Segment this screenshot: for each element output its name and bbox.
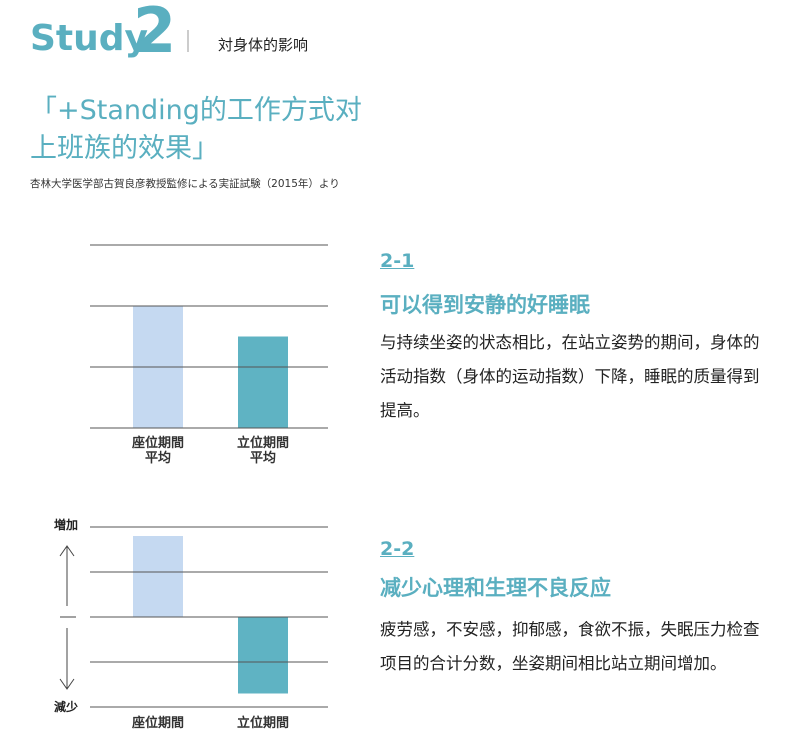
title-line: 上班族的效果」 (30, 133, 219, 164)
y-bottom-label: 減少 (54, 700, 79, 714)
section-number: 2-1 (380, 250, 415, 272)
bar (133, 536, 183, 617)
direction-arrows (59, 545, 76, 690)
source: 杏林大学医学部古賀良彦教授監修による実証試験（2015年）より (30, 178, 340, 190)
topic: 対身体的影响 (218, 36, 309, 54)
title-line: 「+Standing的工作方式对 (30, 95, 362, 126)
y-top-label: 増加 (54, 518, 79, 532)
study-number: 2 (133, 0, 177, 67)
section-number: 2-2 (380, 538, 415, 560)
section-heading: 减少心理和生理不良反应 (380, 576, 611, 600)
section-body: 疲劳感，不安感，抑郁感，食欲不振，失眠压力检查项目的合计分数，坐姿期间相比站立期… (380, 620, 760, 673)
x-tick-label: 座位期間 (131, 716, 184, 731)
section-body: 与持续坐姿的状态相比，在站立姿势的期间，身体的活动指数（身体的运动指数）下降，睡… (380, 333, 760, 420)
x-tick-label: 座位期間 平均 (131, 436, 184, 466)
bar (238, 336, 288, 428)
x-tick-label: 立位期間 平均 (236, 436, 289, 466)
study-word: Study (30, 18, 149, 59)
section-heading: 可以得到安静的好睡眠 (380, 293, 590, 317)
bar (238, 617, 288, 694)
x-tick-label: 立位期間 (236, 716, 289, 731)
